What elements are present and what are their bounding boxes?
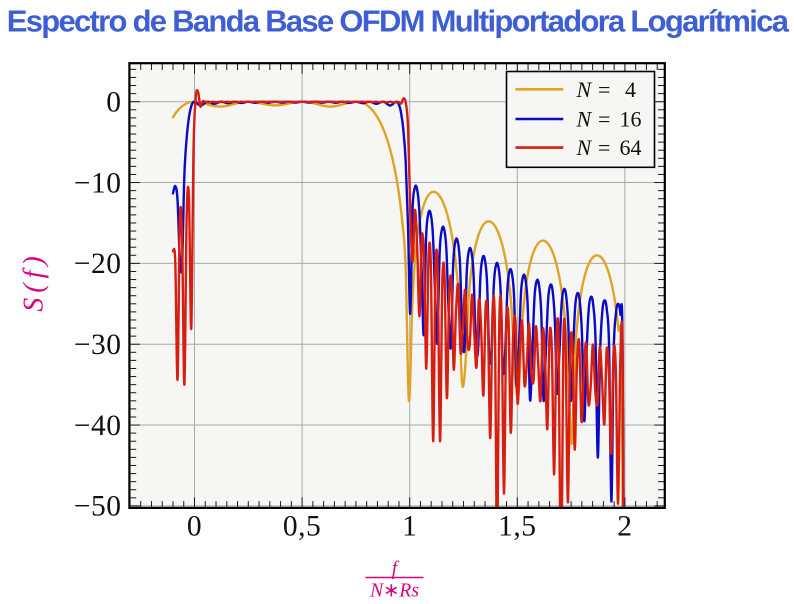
- svg-text:1: 1: [402, 511, 417, 543]
- svg-text:2: 2: [617, 511, 632, 543]
- svg-text:0: 0: [106, 87, 121, 119]
- svg-text:Espectro de Banda Base OFDM Mu: Espectro de Banda Base OFDM Multiportado…: [7, 4, 790, 39]
- svg-text:N=4: N = 4: [576, 77, 637, 102]
- svg-text:N=16: N = 16: [576, 107, 642, 132]
- svg-text:−40: −40: [74, 410, 122, 442]
- svg-text:N∗Rs: N∗Rs: [369, 581, 419, 602]
- svg-text:−10: −10: [74, 167, 122, 199]
- svg-text:−30: −30: [74, 329, 122, 361]
- svg-text:S(f): S(f): [19, 251, 50, 311]
- svg-text:−20: −20: [74, 248, 122, 280]
- svg-text:0: 0: [187, 511, 202, 543]
- svg-text:1,5: 1,5: [498, 511, 536, 543]
- svg-text:0,5: 0,5: [283, 511, 321, 543]
- svg-text:−50: −50: [74, 491, 122, 523]
- svg-text:N=64: N = 64: [576, 135, 642, 160]
- svg-text:f: f: [392, 559, 400, 580]
